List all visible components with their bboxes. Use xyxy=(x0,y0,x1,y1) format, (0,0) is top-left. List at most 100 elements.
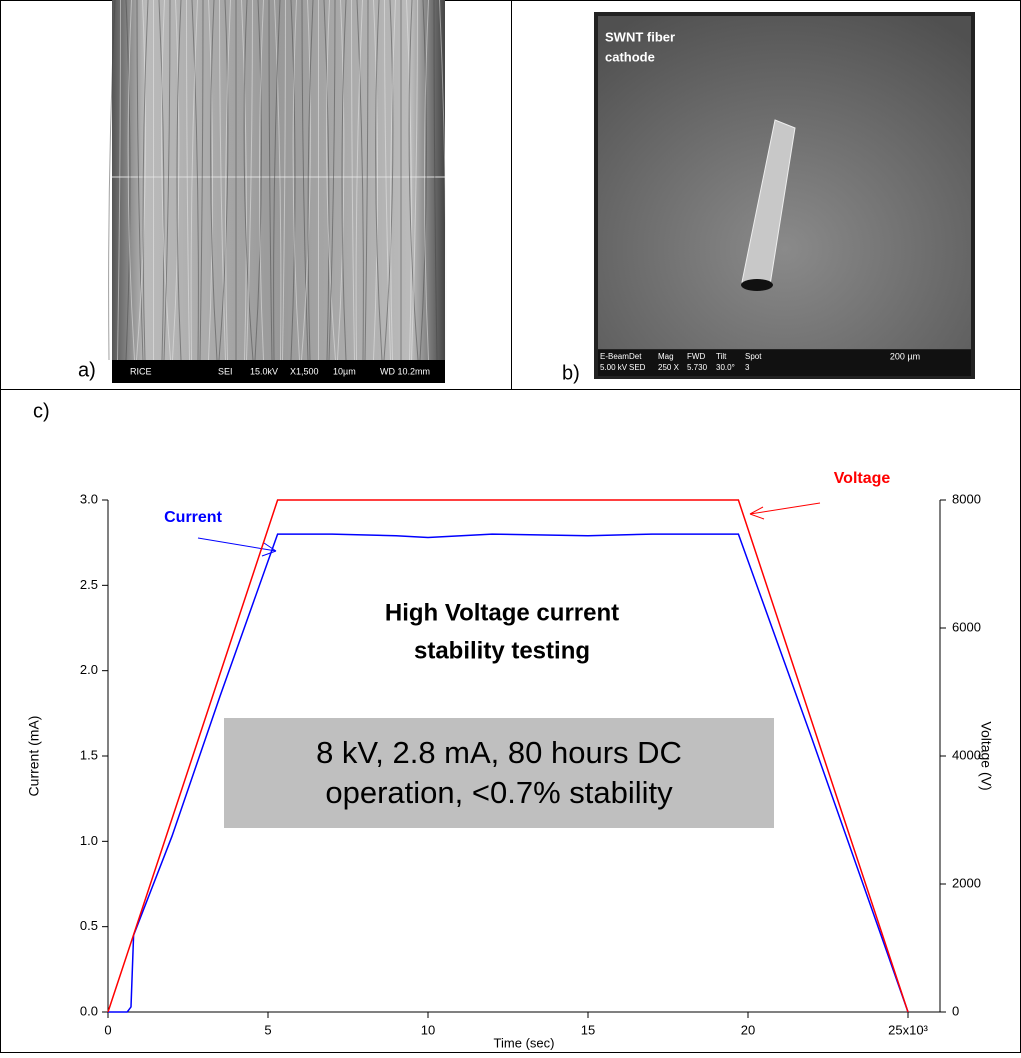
texture xyxy=(390,0,396,361)
y2-axis-label: Voltage (V) xyxy=(978,721,994,790)
texture xyxy=(186,0,190,361)
arrow xyxy=(197,537,277,552)
y-axis-label: Current (mA) xyxy=(26,716,42,797)
texture xyxy=(301,0,309,361)
texture xyxy=(254,0,262,361)
texture xyxy=(117,0,121,361)
image-info: SED xyxy=(629,363,646,372)
texture xyxy=(125,0,131,361)
image-info: RICE xyxy=(130,366,152,376)
texture xyxy=(225,0,231,361)
image-info: X1,500 xyxy=(290,366,319,376)
texture xyxy=(199,0,204,361)
texture xyxy=(158,0,165,361)
image-info: Spot xyxy=(745,352,762,361)
y-tick-label: 1.0 xyxy=(80,833,98,848)
image-info: Tilt xyxy=(716,352,727,361)
texture xyxy=(408,0,419,361)
texture xyxy=(433,0,438,361)
sem-image-b xyxy=(594,12,975,379)
image-info: 3 xyxy=(745,363,750,372)
texture xyxy=(356,0,364,361)
texture xyxy=(219,0,226,361)
texture xyxy=(218,0,229,361)
texture xyxy=(292,0,300,361)
series-label: Current xyxy=(164,509,222,526)
texture xyxy=(384,0,391,361)
texture xyxy=(136,0,144,361)
image-info: SEI xyxy=(218,366,233,376)
texture xyxy=(383,0,394,361)
arrow xyxy=(261,542,277,557)
texture xyxy=(259,0,264,361)
y2-tick-label: 6000 xyxy=(952,619,981,634)
annotation-box xyxy=(224,718,774,828)
texture xyxy=(411,0,418,361)
image-info: 15.0kV xyxy=(250,366,278,376)
texture xyxy=(375,0,383,361)
x-tick-label: 10 xyxy=(421,1022,435,1037)
annotation: 8 kV, 2.8 mA, 80 hours DC xyxy=(316,735,682,770)
image-caption: SWNT fiber xyxy=(605,29,675,44)
chart-title: High Voltage current xyxy=(385,599,619,626)
x-tick-label: 20 xyxy=(741,1022,755,1037)
annotation: operation, <0.7% stability xyxy=(325,775,673,810)
texture xyxy=(290,0,296,361)
texture xyxy=(364,0,369,361)
texture xyxy=(127,0,135,361)
chart-title: stability testing xyxy=(414,637,590,664)
y-tick-label: 0.0 xyxy=(80,1003,98,1018)
x-tick-label: 15 xyxy=(581,1022,595,1037)
y-tick-label: 3.0 xyxy=(80,491,98,506)
y2-tick-label: 8000 xyxy=(952,491,981,506)
texture xyxy=(424,0,429,361)
image-info: E-Beam xyxy=(600,352,629,361)
panel-label: c) xyxy=(33,400,50,422)
texture xyxy=(323,0,330,361)
image-info: 5.00 kV xyxy=(600,363,628,372)
texture xyxy=(210,0,218,361)
texture xyxy=(274,0,282,361)
panel-label: b) xyxy=(562,362,580,384)
series-line xyxy=(107,499,909,1013)
image-info: WD 10.2mm xyxy=(380,366,430,376)
texture xyxy=(419,0,427,361)
y2-tick-label: 4000 xyxy=(952,747,981,762)
image-info: 250 X xyxy=(658,363,680,372)
texture xyxy=(142,0,149,361)
y-tick-label: 1.5 xyxy=(80,747,98,762)
y-tick-label: 0.5 xyxy=(80,918,98,933)
sem-image-a xyxy=(108,0,447,383)
series-line xyxy=(108,533,909,1013)
x-tick-label: 25x10³ xyxy=(888,1022,928,1037)
x-tick-label: 0 xyxy=(104,1022,111,1037)
y2-tick-label: 2000 xyxy=(952,875,981,890)
texture xyxy=(163,0,171,361)
texture xyxy=(273,0,281,361)
texture xyxy=(282,0,286,361)
arrow xyxy=(749,506,765,520)
x-tick-label: 5 xyxy=(264,1022,271,1037)
panel-label: a) xyxy=(78,359,96,381)
texture xyxy=(241,0,247,361)
texture xyxy=(326,0,336,361)
texture xyxy=(191,0,199,361)
x-axis-label: Time (sec) xyxy=(494,1035,555,1050)
image-caption: cathode xyxy=(605,49,655,64)
texture xyxy=(136,0,146,361)
image-info: Mag xyxy=(658,352,674,361)
texture xyxy=(301,0,311,361)
texture xyxy=(246,0,253,361)
texture xyxy=(351,0,355,361)
texture xyxy=(373,0,378,361)
texture xyxy=(406,0,412,361)
arrow xyxy=(749,502,821,515)
texture xyxy=(108,0,116,361)
image-info: 5.730 xyxy=(687,363,708,372)
texture xyxy=(355,0,363,361)
texture xyxy=(172,0,180,361)
y-tick-label: 2.5 xyxy=(80,577,98,592)
scale-label: 200 µm xyxy=(890,351,920,361)
y2-tick-label: 0 xyxy=(952,1003,959,1018)
